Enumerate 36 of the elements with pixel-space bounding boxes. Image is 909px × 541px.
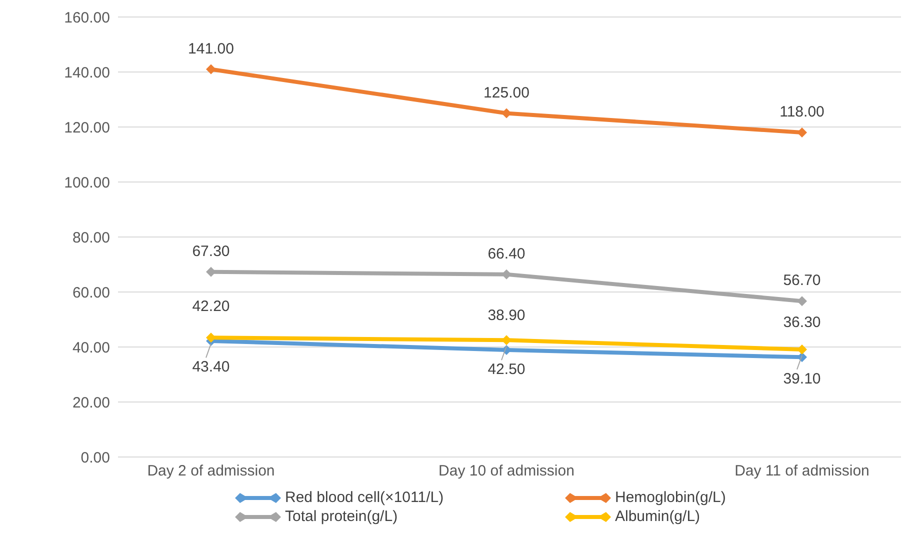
- data-label: 42.20: [192, 298, 230, 315]
- y-tick-label: 100.00: [64, 174, 110, 192]
- data-label: 118.00: [780, 104, 824, 120]
- y-tick-label: 160.00: [64, 9, 110, 26]
- legend-label: Albumin(g/L): [615, 508, 700, 525]
- x-tick-label: Day 2 of admission: [147, 462, 275, 480]
- data-label: 38.90: [488, 307, 526, 324]
- data-label: 42.50: [488, 361, 526, 378]
- y-tick-label: 20.00: [72, 394, 110, 412]
- y-tick-label: 40.00: [72, 339, 110, 356]
- y-tick-label: 140.00: [64, 64, 110, 82]
- data-label: 36.30: [783, 314, 821, 332]
- legend-label: Total protein(g/L): [285, 508, 398, 525]
- data-label: 43.40: [192, 358, 230, 376]
- point: [797, 128, 807, 138]
- x-tick-label: Day 11 of admission: [734, 462, 870, 480]
- y-tick-label: 80.00: [72, 229, 110, 246]
- y-tick-label: 0.00: [80, 449, 110, 466]
- point: [206, 64, 216, 74]
- point: [502, 108, 512, 118]
- data-label: 66.40: [488, 245, 526, 262]
- point: [797, 344, 807, 354]
- legend-label: Red blood cell(×1011/L): [285, 489, 444, 506]
- x-tick-label: Day 10 of admission: [438, 462, 574, 480]
- data-label: 39.10: [783, 370, 821, 388]
- data-label: 67.30: [192, 242, 230, 260]
- legend-label: Hemoglobin(g/L): [615, 489, 726, 506]
- data-label: 141.00: [188, 40, 234, 58]
- data-label: 56.70: [783, 272, 821, 290]
- data-label: 125.00: [484, 84, 530, 102]
- y-tick-label: 120.00: [64, 119, 110, 136]
- point: [206, 332, 216, 343]
- point: [502, 335, 512, 346]
- y-tick-label: 60.00: [72, 284, 110, 302]
- point: [502, 269, 512, 280]
- point: [797, 296, 807, 306]
